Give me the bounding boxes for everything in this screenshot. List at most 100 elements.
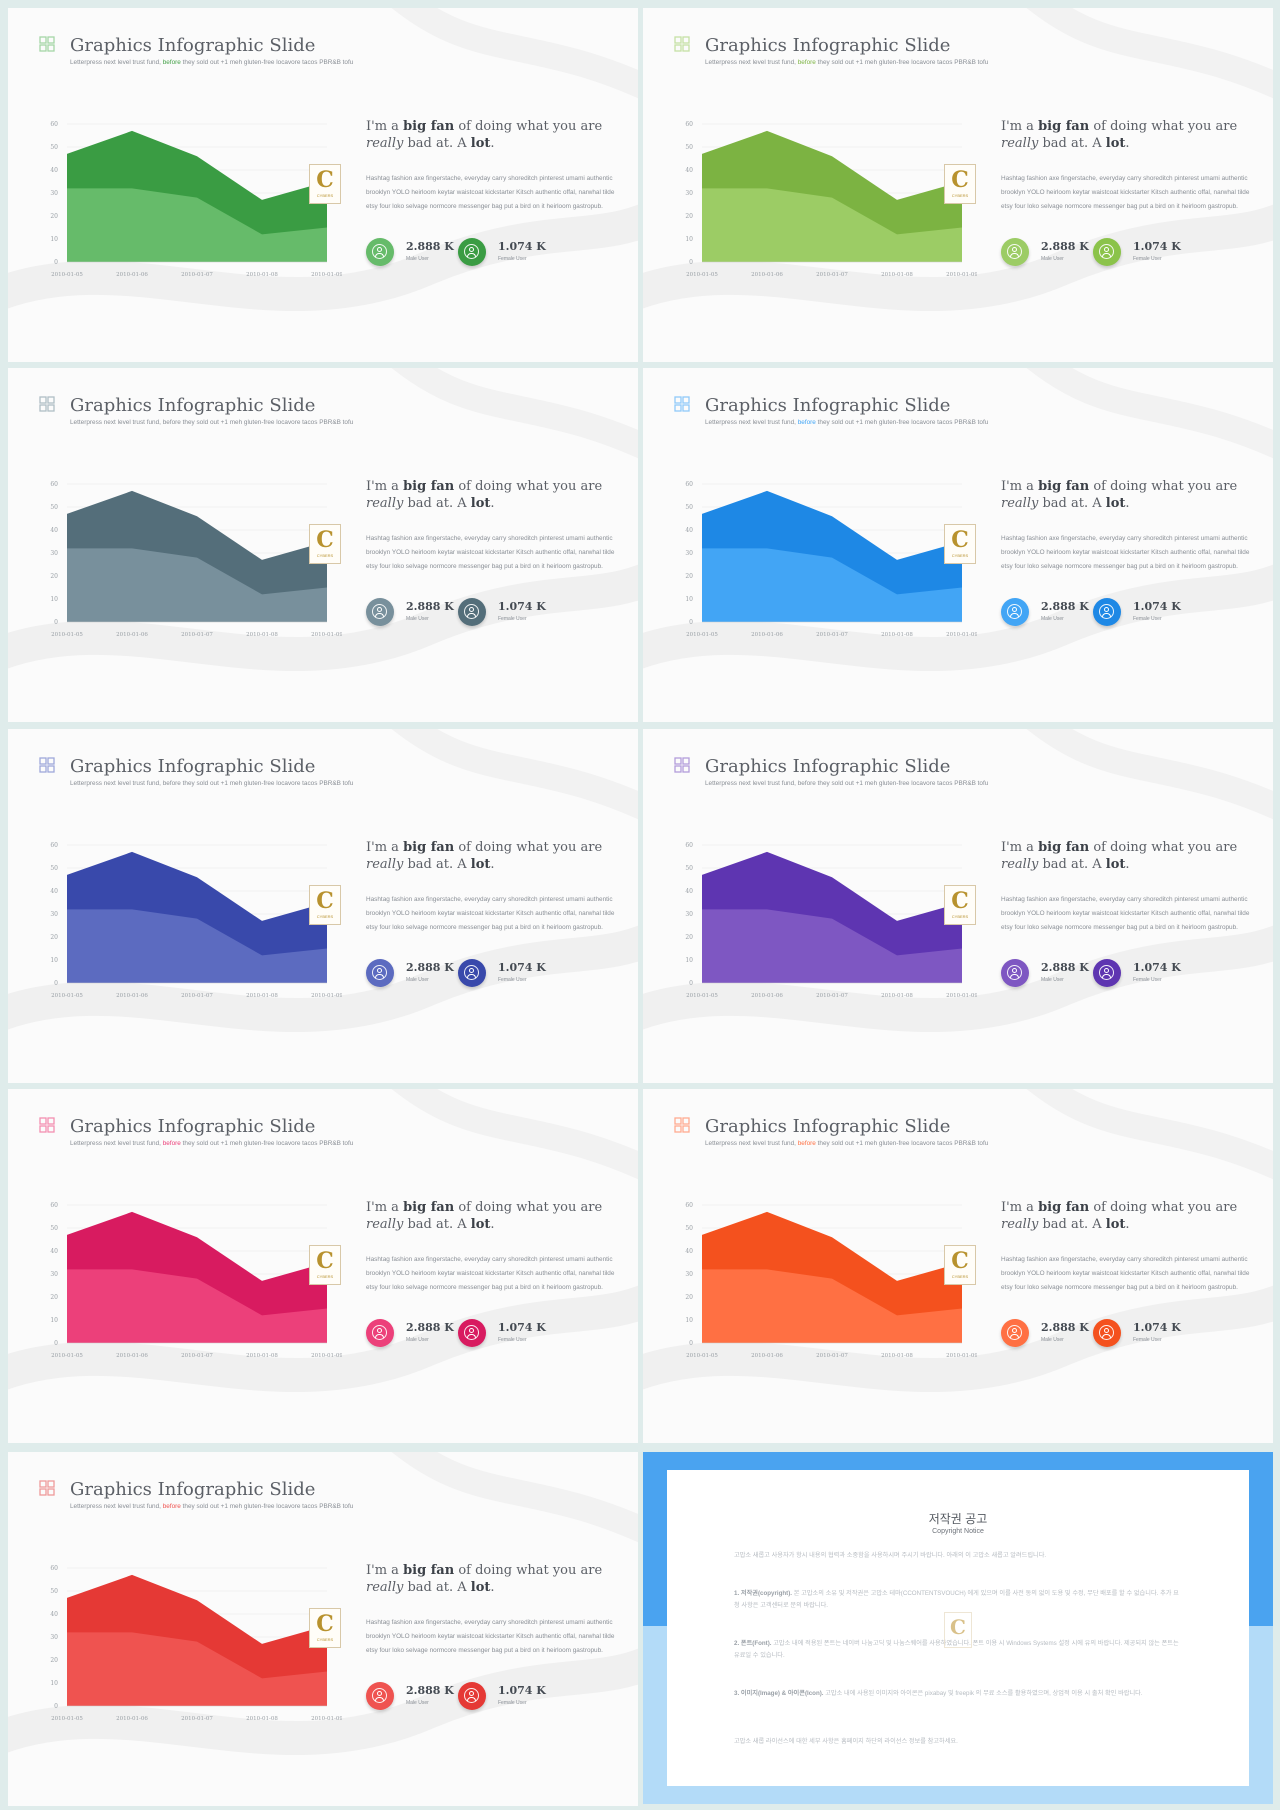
slide-7[interactable]: Graphics Infographic Slide Letterpress ne… [8,1089,638,1443]
stamp-logo: C CYBERS [944,1245,976,1285]
area-chart: 0 10 20 30 40 50 60 2010-01-05 2010-01-06 2010-01… [50,481,342,638]
stamp-caption: CYBERS [951,1274,969,1279]
slide-4[interactable]: Graphics Infographic Slide Letterpress ne… [643,368,1273,722]
slide-9[interactable]: Graphics Infographic Slide Letterpress ne… [8,1452,638,1806]
slide-subtitle: Letterpress next level trust fund, befor… [70,59,353,66]
area-series-front [67,909,327,983]
subtitle-text-start: Letterpress next level trust fund, [705,1140,798,1147]
x-tick-label: 2010-01-05 [51,1353,83,1359]
y-tick-label: 50 [685,865,693,872]
subtitle-highlight: before [162,59,181,66]
subtitle-text-start: Letterpress next level trust fund, [70,419,163,426]
stamp-logo: C CYBERS [944,164,976,204]
male-user-icon [366,598,394,626]
body-text: Hashtag fashion axe fingerstache, everyd… [366,535,615,570]
headline-part: bad at. A [403,1217,471,1232]
y-tick-label: 10 [685,957,693,964]
stat-value: 2.888 K [406,600,454,613]
y-tick-label: 0 [54,980,58,987]
subtitle-text-end: they sold out +1 meh gluten-free locavor… [815,419,989,426]
area-series-front [702,188,962,262]
y-tick-label: 60 [50,1565,58,1572]
y-tick-label: 0 [689,980,693,987]
area-series-front [67,548,327,622]
stamp-logo: C CYBERS [309,524,341,564]
headline-part: bad at. A [1038,1217,1106,1232]
headline-part: of doing what you are [454,840,603,855]
subtitle-highlight: before [797,1140,816,1147]
stamp-caption: CYBERS [316,914,334,919]
user-icon-head [1104,968,1109,973]
subtitle-text-end: they sold out +1 meh gluten-free locavor… [180,59,354,66]
slide-6[interactable]: Graphics Infographic Slide Letterpress ne… [643,729,1273,1083]
user-icon-ring [372,604,387,619]
x-tick-label: 2010-01-07 [816,1353,848,1359]
slide-2[interactable]: Graphics Infographic Slide Letterpress ne… [643,8,1273,362]
subtitle-text-end: they sold out +1 meh gluten-free locavor… [815,780,989,787]
y-tick-label: 20 [685,1294,693,1301]
male-user-icon [1001,959,1029,987]
x-tick-label: 2010-01-05 [51,272,83,278]
notice-title: 저작권 공고 [928,1512,988,1526]
slide-1[interactable]: Graphics Infographic Slide Letterpress ne… [8,8,638,362]
male-user-icon [1001,598,1029,626]
user-icon-body [1010,974,1019,978]
female-user-icon [458,1319,486,1347]
swirl-background [8,1452,638,1755]
grid-icon [674,396,690,412]
female-user-icon [1093,959,1121,987]
female-user-icon [1093,1319,1121,1347]
subtitle-text-start: Letterpress next level trust fund, [70,780,163,787]
headline-italic: really [366,496,404,511]
slide-3[interactable]: Graphics Infographic Slide Letterpress ne… [8,368,638,722]
headline-part: of doing what you are [1089,119,1238,134]
y-tick-label: 20 [50,934,58,941]
headline-part: I'm a [366,840,404,855]
y-tick-label: 30 [50,1634,58,1641]
stat-value: 1.074 K [1133,240,1181,253]
area-series-front [702,1269,962,1343]
slide-8[interactable]: Graphics Infographic Slide Letterpress ne… [643,1089,1273,1443]
stat-value: 2.888 K [406,1321,454,1334]
headline: I'm a big fan of doing what you are real… [366,1199,626,1233]
user-icon-body [1010,613,1019,617]
female-user-icon [458,598,486,626]
slide-title: Graphics Infographic Slide [70,1479,316,1500]
stat-value: 1.074 K [1133,1321,1181,1334]
y-tick-label: 60 [50,1202,58,1209]
user-icon-head [469,607,474,612]
headline: I'm a big fan of doing what you are real… [366,1562,626,1596]
x-tick-label: 2010-01-06 [116,993,148,999]
y-tick-label: 30 [685,550,693,557]
copyright-notice-slide[interactable]: 저작권 공고 Copyright Notice 고맙소 새롭고 사용자가 항시 … [643,1452,1273,1804]
stamp-caption: CYBERS [316,193,334,198]
body-text: Hashtag fashion axe fingerstache, everyd… [1001,896,1250,931]
subtitle-text-end: they sold out +1 meh gluten-free locavor… [180,1503,354,1510]
y-tick-label: 30 [50,1271,58,1278]
notice-paragraph-font: 2. 폰트(Font). 고맙소 내에 적용된 폰트는 네이버 나눔고딕 및 나… [734,1638,1184,1662]
area-chart: 0 10 20 30 40 50 60 2010-01-05 2010-01-06 2010-01… [685,1202,977,1359]
headline-italic: really [1001,857,1039,872]
headline-part: bad at. A [403,857,471,872]
user-icon-body [375,1334,384,1338]
headline-italic: really [366,1580,404,1595]
headline-part: bad at. A [1038,496,1106,511]
stat-label: Male User [406,977,429,983]
stat-label: Female User [498,977,527,983]
headline-bold: big fan [403,479,455,494]
x-tick-label: 2010-01-06 [751,632,783,638]
user-icon-body [467,1334,476,1338]
user-icon-head [1012,607,1017,612]
user-icon-body [1102,1334,1111,1338]
y-tick-label: 20 [50,573,58,580]
x-tick-label: 2010-01-05 [51,1716,83,1722]
slide-subtitle: Letterpress next level trust fund, befor… [705,419,988,426]
slide-title: Graphics Infographic Slide [70,756,316,777]
area-series-front [67,188,327,262]
y-tick-label: 20 [50,213,58,220]
user-icon-head [469,247,474,252]
slide-5[interactable]: Graphics Infographic Slide Letterpress ne… [8,729,638,1083]
slide-title: Graphics Infographic Slide [70,395,316,416]
notice-subtitle: Copyright Notice [932,1528,984,1535]
